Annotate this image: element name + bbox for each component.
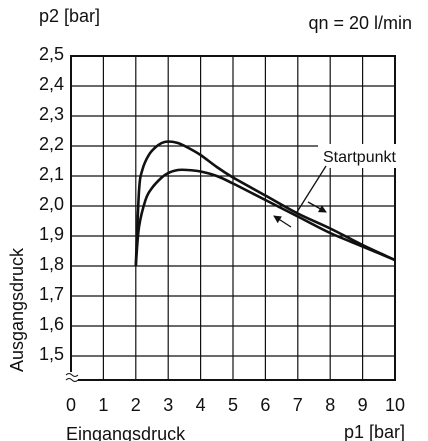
y-tick-label-2: 1,7 xyxy=(39,284,64,304)
x-tick-label-2: 2 xyxy=(131,395,141,415)
y-tick-label-4: 1,9 xyxy=(39,224,64,244)
x-tick-label-0: 0 xyxy=(66,395,76,415)
x-tick-label-8: 8 xyxy=(325,395,335,415)
annotation-box xyxy=(318,144,406,168)
series-layer xyxy=(134,140,396,267)
x-unit-label: p1 [bar] xyxy=(344,422,405,441)
x-tick-labels: 0 1 2 3 4 5 6 7 8 9 10 xyxy=(66,395,405,415)
x-tick-label-7: 7 xyxy=(293,395,303,415)
y-tick-label-1: 1,6 xyxy=(39,314,64,334)
x-tick-label-5: 5 xyxy=(228,395,238,415)
series-line-1 xyxy=(134,140,396,267)
direction-arrow-down xyxy=(273,215,292,228)
y-tick-label-10: 2,5 xyxy=(39,44,64,64)
x-axis-title: Eingangsdruck xyxy=(66,424,186,441)
axis-break-mark xyxy=(65,373,79,382)
x-tick-label-10: 10 xyxy=(385,395,405,415)
y-tick-label-0: 1,5 xyxy=(39,344,64,364)
y-tick-label-7: 2,2 xyxy=(39,134,64,154)
axis-break-gap xyxy=(65,372,78,383)
annotation-leader-line xyxy=(296,165,327,213)
y-tick-label-5: 2,0 xyxy=(39,194,64,214)
series-line-2 xyxy=(134,168,396,267)
y-tick-label-6: 2,1 xyxy=(39,164,64,184)
x-tick-label-3: 3 xyxy=(163,395,173,415)
x-tick-label-6: 6 xyxy=(260,395,270,415)
y-unit-label: p2 [bar] xyxy=(39,6,100,26)
x-tick-label-1: 1 xyxy=(98,395,108,415)
y-tick-label-8: 2,3 xyxy=(39,104,64,124)
y-tick-label-9: 2,4 xyxy=(39,74,64,94)
direction-arrow-up xyxy=(307,201,327,213)
flow-label: qn = 20 l/min xyxy=(308,13,412,33)
x-tick-label-4: 4 xyxy=(196,395,206,415)
x-tick-label-9: 9 xyxy=(358,395,368,415)
y-tick-labels: 1,5 1,6 1,7 1,8 1,9 2,0 2,1 2,2 2,3 2,4 2,5 xyxy=(39,44,64,364)
plot-frame xyxy=(70,55,396,381)
y-tick-label-3: 1,8 xyxy=(39,254,64,274)
annotation-startpunkt: Startpunkt xyxy=(323,149,396,166)
y-axis-title: Ausgangsdruck xyxy=(7,247,27,372)
